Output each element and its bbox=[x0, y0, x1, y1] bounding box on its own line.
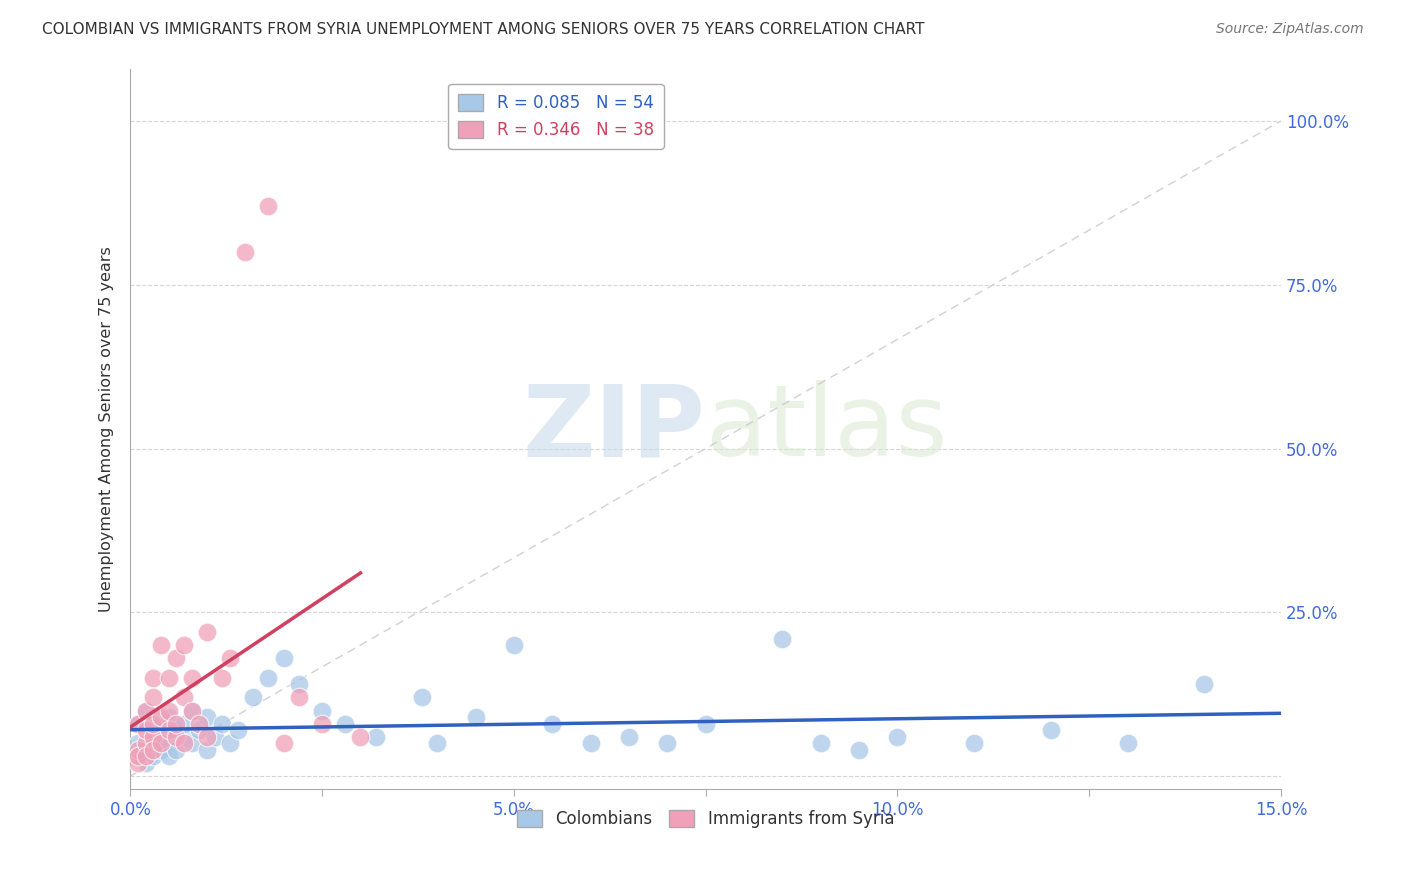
Point bbox=[180, 704, 202, 718]
Point bbox=[157, 749, 180, 764]
Text: COLOMBIAN VS IMMIGRANTS FROM SYRIA UNEMPLOYMENT AMONG SENIORS OVER 75 YEARS CORR: COLOMBIAN VS IMMIGRANTS FROM SYRIA UNEMP… bbox=[42, 22, 925, 37]
Point bbox=[226, 723, 249, 738]
Point bbox=[142, 730, 165, 744]
Point bbox=[195, 730, 218, 744]
Point bbox=[810, 736, 832, 750]
Point bbox=[204, 730, 226, 744]
Point bbox=[150, 638, 173, 652]
Point bbox=[333, 716, 356, 731]
Point bbox=[142, 716, 165, 731]
Text: ZIP: ZIP bbox=[523, 380, 706, 477]
Point bbox=[211, 671, 233, 685]
Point bbox=[135, 749, 157, 764]
Point bbox=[349, 730, 371, 744]
Point bbox=[127, 716, 149, 731]
Point bbox=[173, 690, 195, 705]
Point bbox=[188, 723, 211, 738]
Point bbox=[127, 716, 149, 731]
Point bbox=[142, 749, 165, 764]
Point bbox=[142, 730, 165, 744]
Point bbox=[195, 710, 218, 724]
Point bbox=[1116, 736, 1139, 750]
Point bbox=[173, 730, 195, 744]
Point bbox=[135, 704, 157, 718]
Point bbox=[617, 730, 640, 744]
Point bbox=[135, 704, 157, 718]
Point bbox=[257, 671, 280, 685]
Point bbox=[127, 756, 149, 770]
Point bbox=[135, 723, 157, 738]
Point bbox=[135, 756, 157, 770]
Point bbox=[364, 730, 387, 744]
Point bbox=[180, 704, 202, 718]
Point bbox=[157, 704, 180, 718]
Point bbox=[135, 736, 157, 750]
Point bbox=[180, 671, 202, 685]
Point bbox=[288, 690, 311, 705]
Point bbox=[886, 730, 908, 744]
Point bbox=[188, 716, 211, 731]
Point bbox=[173, 716, 195, 731]
Point bbox=[157, 671, 180, 685]
Point bbox=[770, 632, 793, 646]
Point bbox=[142, 743, 165, 757]
Point bbox=[157, 710, 180, 724]
Point bbox=[157, 736, 180, 750]
Point bbox=[150, 736, 173, 750]
Point bbox=[219, 651, 242, 665]
Point bbox=[963, 736, 986, 750]
Point bbox=[142, 736, 165, 750]
Y-axis label: Unemployment Among Seniors over 75 years: Unemployment Among Seniors over 75 years bbox=[100, 246, 114, 612]
Point bbox=[165, 743, 187, 757]
Point bbox=[135, 743, 157, 757]
Point bbox=[426, 736, 449, 750]
Point bbox=[142, 710, 165, 724]
Text: Source: ZipAtlas.com: Source: ZipAtlas.com bbox=[1216, 22, 1364, 37]
Point bbox=[211, 716, 233, 731]
Point bbox=[657, 736, 679, 750]
Point bbox=[127, 743, 149, 757]
Text: atlas: atlas bbox=[706, 380, 948, 477]
Point bbox=[1039, 723, 1062, 738]
Point bbox=[142, 671, 165, 685]
Point bbox=[165, 723, 187, 738]
Point bbox=[288, 677, 311, 691]
Point bbox=[695, 716, 717, 731]
Point bbox=[257, 199, 280, 213]
Point bbox=[242, 690, 264, 705]
Point bbox=[273, 736, 295, 750]
Point bbox=[579, 736, 602, 750]
Point bbox=[150, 716, 173, 731]
Point bbox=[541, 716, 564, 731]
Point bbox=[135, 723, 157, 738]
Point bbox=[173, 638, 195, 652]
Point bbox=[180, 736, 202, 750]
Point bbox=[464, 710, 486, 724]
Point bbox=[165, 651, 187, 665]
Legend: Colombians, Immigrants from Syria: Colombians, Immigrants from Syria bbox=[510, 804, 901, 835]
Point bbox=[311, 716, 333, 731]
Point bbox=[127, 749, 149, 764]
Point bbox=[219, 736, 242, 750]
Point bbox=[411, 690, 433, 705]
Point bbox=[150, 710, 173, 724]
Point bbox=[165, 716, 187, 731]
Point bbox=[1194, 677, 1216, 691]
Point bbox=[848, 743, 870, 757]
Point bbox=[273, 651, 295, 665]
Point bbox=[150, 743, 173, 757]
Point bbox=[502, 638, 524, 652]
Point bbox=[127, 736, 149, 750]
Point bbox=[165, 730, 187, 744]
Point bbox=[157, 723, 180, 738]
Point bbox=[127, 749, 149, 764]
Point bbox=[195, 624, 218, 639]
Point bbox=[142, 690, 165, 705]
Point bbox=[311, 704, 333, 718]
Point bbox=[150, 730, 173, 744]
Point bbox=[173, 736, 195, 750]
Point bbox=[195, 743, 218, 757]
Point bbox=[235, 244, 257, 259]
